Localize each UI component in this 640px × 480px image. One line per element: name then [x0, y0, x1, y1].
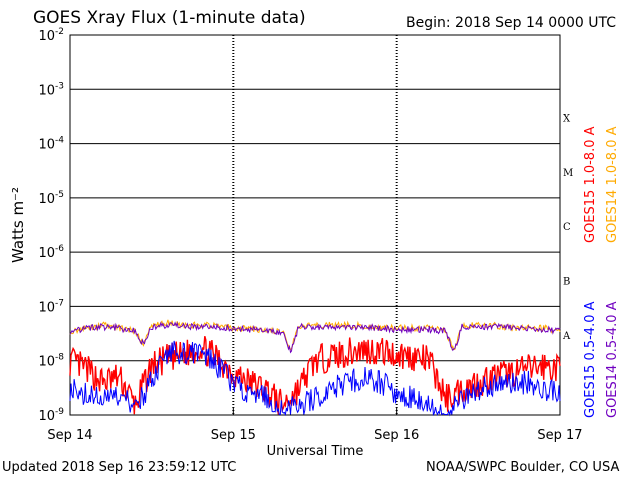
day-separators: [232, 35, 398, 415]
y-tick-label: 10-4: [38, 136, 64, 153]
legend-goes15-short: GOES15 0.5-4.0 A: [583, 301, 598, 418]
flare-class-C: C: [563, 222, 571, 233]
updated-time: Updated 2018 Sep 16 23:59:12 UTC: [2, 460, 237, 475]
y-axis-ticks: 10-2 10-3 10-4 10-5 10-6 10-7 10-8 10-9: [38, 27, 64, 424]
y-tick-label: 10-7: [38, 298, 64, 315]
x-axis-ticks: Sep 14 Sep 15 Sep 16 Sep 17: [47, 407, 583, 443]
legend-goes15-long: GOES15 1.0-8.0 A: [583, 126, 598, 243]
y-tick-label: 10-5: [38, 190, 64, 207]
y-tick-label: 10-6: [38, 244, 64, 261]
flare-class-B: B: [563, 277, 570, 288]
plot-frame: [69, 34, 561, 416]
y-tick-label: 10-9: [38, 407, 64, 424]
series-line-1: [69, 319, 561, 351]
y-tick-label: 10-8: [38, 353, 64, 370]
x-tick-label: Sep 16: [374, 428, 419, 443]
y-axis-label: Watts m⁻²: [9, 187, 27, 263]
y-tick-label: 10-3: [38, 81, 64, 98]
series-line-2: [69, 340, 561, 417]
x-tick-label: Sep 15: [211, 428, 256, 443]
y-tick-label: 10-2: [38, 27, 64, 44]
x-tick-label: Sep 14: [47, 428, 92, 443]
x-tick-label: Sep 17: [537, 428, 582, 443]
flare-class-A: A: [562, 331, 571, 342]
begin-time: Begin: 2018 Sep 14 0000 UTC: [406, 15, 617, 31]
chart-title: GOES Xray Flux (1-minute data): [33, 8, 306, 28]
legend-goes14-short: GOES14 0.5-4.0 A: [605, 301, 620, 418]
series-layer: [69, 319, 561, 417]
flare-class-X: X: [563, 114, 571, 125]
series-line-0: [69, 336, 561, 415]
legend-goes14-long: GOES14 1.0-8.0 A: [605, 126, 620, 243]
series-line-3: [69, 321, 561, 354]
gridlines: [70, 88, 560, 362]
credit: NOAA/SWPC Boulder, CO USA: [426, 460, 620, 475]
flare-class-M: M: [563, 168, 573, 179]
x-axis-label: Universal Time: [267, 444, 364, 459]
flare-class-labels: X M C B A: [562, 114, 573, 342]
